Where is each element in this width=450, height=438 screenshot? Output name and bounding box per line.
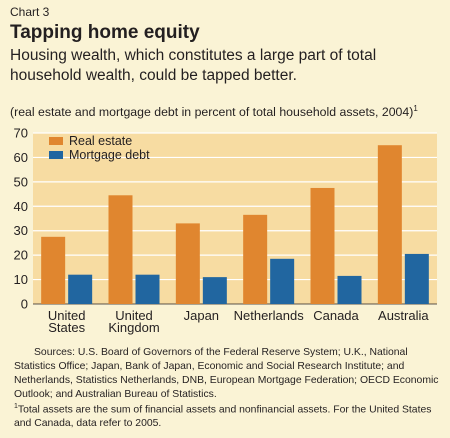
- unit-note-text: (real estate and mortgage debt in percen…: [10, 105, 414, 120]
- unit-note: (real estate and mortgage debt in percen…: [10, 104, 418, 119]
- bar-real-estate: [310, 187, 335, 304]
- bar-mortgage-debt: [135, 274, 160, 304]
- x-tick-label: Kingdom: [108, 320, 159, 335]
- unit-note-marker: 1: [413, 104, 418, 113]
- bars: [41, 145, 429, 304]
- y-tick-label: 0: [21, 297, 28, 312]
- bar-real-estate: [108, 195, 133, 304]
- footnote-marker: 1: [14, 403, 18, 410]
- bar-real-estate: [377, 145, 402, 304]
- y-tick-label: 50: [14, 174, 28, 189]
- bar-real-estate: [175, 223, 200, 304]
- bar-mortgage-debt: [270, 258, 295, 304]
- x-tick-label: Canada: [313, 308, 359, 323]
- plot-area: [33, 133, 437, 304]
- y-tick-label: 60: [14, 150, 28, 165]
- footnote-text: Total assets are the sum of financial as…: [14, 404, 432, 430]
- sources-note: Sources: U.S. Board of Governors of the …: [14, 346, 440, 402]
- y-tick-label: 10: [14, 272, 28, 287]
- x-tick-label: States: [48, 320, 85, 335]
- y-tick-label: 40: [14, 199, 28, 214]
- chart-title: Tapping home equity: [10, 22, 200, 43]
- bar-mortgage-debt: [68, 274, 93, 304]
- x-tick-label: Australia: [378, 308, 429, 323]
- bar-mortgage-debt: [404, 253, 429, 304]
- bar-mortgage-debt: [202, 277, 227, 304]
- x-tick-label: United: [48, 308, 86, 323]
- gridlines: [33, 132, 437, 305]
- footnote: 1Total assets are the sum of financial a…: [14, 400, 440, 431]
- bar-real-estate: [243, 214, 268, 304]
- x-tick-label: Netherlands: [234, 308, 305, 323]
- y-tick-label: 30: [14, 223, 28, 238]
- legend-swatch: [49, 151, 63, 159]
- bar-mortgage-debt: [337, 275, 362, 304]
- x-tick-label: United: [115, 308, 153, 323]
- y-tick-label: 20: [14, 248, 28, 263]
- legend-label: Mortgage debt: [69, 148, 150, 162]
- chart-subtitle: Housing wealth, which constitutes a larg…: [10, 47, 377, 84]
- chart-number-label: Chart 3: [10, 5, 50, 19]
- x-tick-label: Japan: [184, 308, 219, 323]
- legend-label: Real estate: [69, 134, 132, 148]
- y-tick-label: 70: [14, 126, 28, 141]
- bar-real-estate: [41, 236, 66, 304]
- legend-swatch: [49, 137, 63, 145]
- sources-text: Sources: U.S. Board of Governors of the …: [14, 347, 439, 400]
- y-axis-ticks: 0 10 20 30 40 50 60 70: [14, 126, 28, 312]
